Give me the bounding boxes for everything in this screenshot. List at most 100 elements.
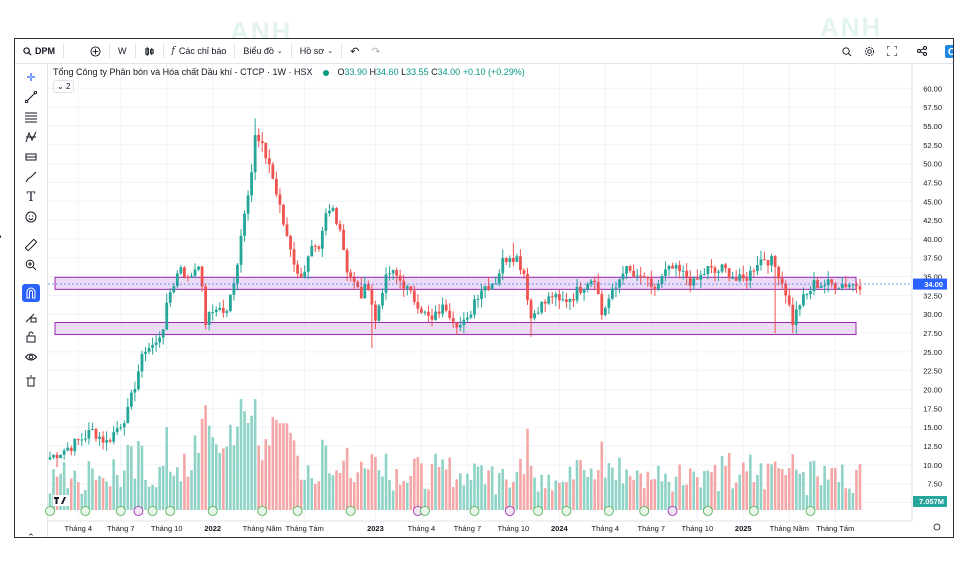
chart-legend: Tổng Công ty Phân bón và Hóa chất Dầu kh… xyxy=(53,67,525,77)
symbol-search[interactable]: DPM xyxy=(15,39,61,63)
profile-button[interactable]: Hồ sơ ⌄ xyxy=(294,39,339,63)
time-tick-label: 2022 xyxy=(204,524,221,533)
volume-bar xyxy=(306,465,310,510)
candle-body xyxy=(586,284,590,290)
candle-body xyxy=(791,304,795,325)
candle-body xyxy=(69,447,73,452)
ruler-icon[interactable] xyxy=(24,238,38,252)
candle-body xyxy=(522,270,526,274)
pattern-icon[interactable] xyxy=(24,130,38,144)
projection-icon[interactable] xyxy=(24,150,38,164)
candle-body xyxy=(844,284,848,288)
volume-bar xyxy=(784,474,788,510)
share-button[interactable] xyxy=(911,39,933,63)
volume-bar xyxy=(211,437,215,510)
volume-bar xyxy=(749,454,752,510)
magnet-icon[interactable] xyxy=(22,284,40,302)
volume-bar xyxy=(370,454,374,510)
collapse-indicators-button[interactable]: ⌄ 2 xyxy=(53,80,75,93)
eye-icon[interactable] xyxy=(24,350,38,364)
candle-body xyxy=(48,457,52,460)
chart-window: DPM W f Các chỉ báo Biểu đồ ⌄ Hồ sơ ⌄ ↶ … xyxy=(14,38,954,538)
volume-bar xyxy=(271,417,275,510)
candle-body xyxy=(101,436,105,443)
candle-body xyxy=(402,280,406,289)
redo-button[interactable]: ↷ xyxy=(365,39,386,63)
volume-bar xyxy=(179,481,183,510)
price-tick-label: 52.50 xyxy=(923,141,942,150)
lock-draw-icon[interactable] xyxy=(24,310,38,324)
candle-body xyxy=(214,309,218,313)
volume-bar xyxy=(296,455,299,510)
trendline-icon[interactable] xyxy=(24,90,38,104)
settings-small-circle xyxy=(933,523,941,531)
candle-body xyxy=(840,284,844,289)
candle-body xyxy=(752,270,756,272)
volume-bar xyxy=(798,473,802,510)
volume-bar xyxy=(391,490,395,510)
svg-text:C: C xyxy=(948,47,954,58)
volume-bar xyxy=(437,467,441,510)
emoji-icon[interactable] xyxy=(24,210,38,224)
candle-body xyxy=(579,287,582,293)
candle-body xyxy=(87,430,91,439)
fx-icon: f xyxy=(171,46,175,56)
lock-icon[interactable] xyxy=(24,330,38,344)
volume-bar xyxy=(459,473,462,510)
interval-button[interactable]: W xyxy=(118,46,127,56)
volume-bar xyxy=(268,445,271,510)
watermark-right: ANH xyxy=(820,12,883,42)
volume-bar xyxy=(724,465,727,510)
candle-body xyxy=(345,250,349,273)
volume-bar xyxy=(176,467,179,510)
volume-bar xyxy=(239,399,243,510)
volume-bar xyxy=(282,423,285,510)
candle-body xyxy=(724,264,727,269)
volume-bar xyxy=(62,462,66,510)
price-chart[interactable]: 5.007.5010.0012.5015.0017.5020.0022.5025… xyxy=(15,39,953,537)
volume-bar xyxy=(80,493,84,510)
volume-bar xyxy=(671,491,674,510)
trash-icon[interactable] xyxy=(24,374,38,388)
undo-button[interactable]: ↶ xyxy=(344,39,365,63)
candle-body xyxy=(738,274,742,281)
crosshair-icon[interactable]: ✛ xyxy=(26,71,36,84)
indicators-button[interactable]: f Các chỉ báo xyxy=(166,39,233,63)
candle-body xyxy=(660,275,664,285)
volume-bar xyxy=(809,461,812,510)
candle-body xyxy=(611,288,614,299)
text-icon[interactable]: T xyxy=(26,189,36,205)
chart-style-button[interactable] xyxy=(138,39,161,63)
zoom-icon[interactable] xyxy=(24,258,38,272)
compare-button[interactable] xyxy=(84,39,107,63)
candle-body xyxy=(607,298,611,309)
event-marker-icon xyxy=(165,506,176,516)
event-marker-circle xyxy=(805,506,816,516)
fib-icon[interactable] xyxy=(24,110,38,124)
candle-body xyxy=(232,283,236,295)
candle-body xyxy=(204,286,208,325)
candle-body xyxy=(388,273,391,275)
collapse-toolbar-icon[interactable]: ⌃ xyxy=(27,531,35,538)
chart-type-button[interactable]: Biểu đồ ⌄ xyxy=(237,39,288,63)
open-value: 33.90 xyxy=(344,67,368,77)
volume-bar xyxy=(851,492,855,510)
volume-bar xyxy=(76,482,80,510)
price-tick-label: 55.00 xyxy=(923,122,942,131)
price-tick-label: 42.50 xyxy=(923,216,942,225)
tv-logo-path xyxy=(54,497,66,504)
volume-bar xyxy=(420,463,423,510)
volume-bar xyxy=(87,461,91,510)
settings-button[interactable] xyxy=(858,39,881,63)
volume-bar xyxy=(172,475,176,510)
event-marker-icon xyxy=(639,506,650,516)
last-price-badge: 34.00 xyxy=(913,278,947,290)
candle-body xyxy=(236,264,239,284)
snapshot-button[interactable] xyxy=(835,39,858,63)
brush-icon[interactable] xyxy=(24,170,38,184)
candle-body xyxy=(699,274,703,280)
volume-bar xyxy=(310,478,314,510)
volume-bar xyxy=(427,489,430,510)
candle-body xyxy=(826,279,830,286)
candle-body xyxy=(73,438,77,452)
